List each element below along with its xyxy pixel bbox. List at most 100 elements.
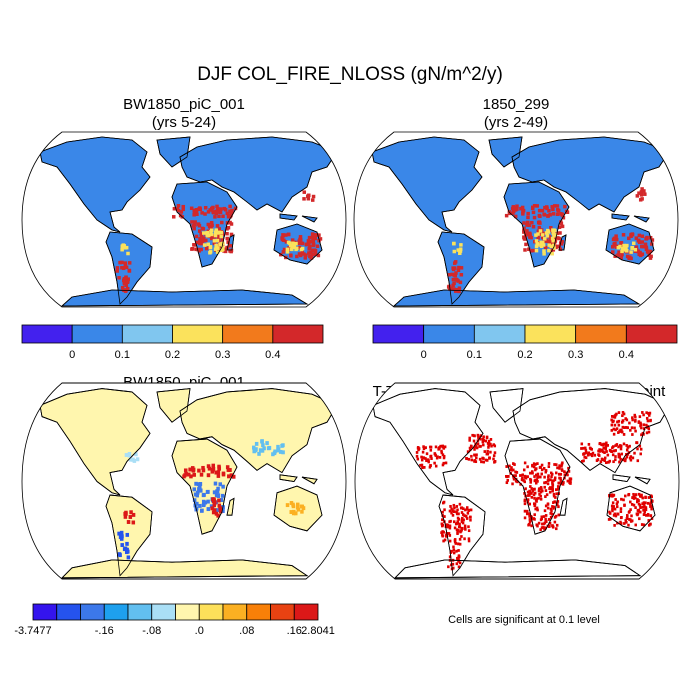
map-border (354, 382, 680, 580)
map-cell (646, 250, 651, 254)
map-cell (176, 208, 181, 213)
map-cell (457, 289, 461, 294)
significant-cell (533, 487, 536, 491)
map-cell (225, 211, 230, 216)
significant-cell (546, 482, 550, 486)
map-cell (451, 277, 456, 282)
significant-cell (558, 466, 561, 470)
map-cell (289, 254, 293, 258)
map-cell (295, 502, 300, 507)
map-cell (199, 472, 204, 477)
significant-cell (443, 538, 447, 542)
significant-cell (454, 542, 458, 545)
map-cell (630, 246, 634, 250)
significant-cell (446, 523, 450, 527)
map-cell (554, 245, 558, 250)
map-cell (115, 266, 120, 270)
significant-cell (523, 498, 527, 502)
significant-cell (533, 475, 536, 478)
map-cell (313, 236, 318, 240)
map-cell (521, 212, 525, 216)
colorbar-box (222, 324, 274, 344)
significant-cell (555, 463, 558, 467)
significant-cell (550, 475, 553, 479)
significant-cell (623, 522, 626, 525)
significant-cell (603, 459, 606, 463)
map-cell (181, 207, 185, 212)
map-cell (630, 232, 635, 237)
significant-cell (631, 496, 634, 500)
map-cell (210, 223, 214, 228)
map-cell (558, 247, 563, 252)
map-cell (216, 470, 221, 475)
significant-cell (604, 445, 608, 449)
map-cell (310, 248, 315, 252)
map-cell (181, 204, 186, 209)
map-cell (614, 234, 618, 238)
map-cell (278, 449, 283, 454)
map-cell (547, 209, 551, 213)
panel-note: Cells are significant at 0.1 level (448, 614, 600, 626)
significant-cell (642, 513, 646, 517)
significant-cell (475, 456, 478, 460)
significant-cell (616, 512, 620, 516)
significant-cell (536, 472, 540, 476)
significant-cell (559, 476, 562, 480)
map-cell (647, 253, 651, 257)
map-cell (311, 243, 316, 248)
significant-cell (468, 436, 471, 440)
map-border (353, 131, 679, 308)
map-cell (192, 498, 197, 503)
significant-cell (461, 516, 464, 520)
map-cell (280, 443, 284, 448)
colorbar-box (71, 324, 123, 344)
map-cell (201, 227, 206, 231)
significant-cell (444, 461, 448, 465)
map-cell (457, 286, 462, 290)
significant-cell (590, 447, 593, 451)
map-cell (206, 507, 211, 512)
map-cell (280, 237, 285, 242)
map-cell (221, 214, 225, 219)
significant-cell (505, 481, 509, 485)
map-cell (125, 541, 129, 546)
map-cell (524, 233, 528, 237)
map-cell (121, 266, 126, 271)
significant-cell (539, 475, 542, 479)
map-cell (299, 247, 304, 252)
colorbar-label: 0.4 (265, 349, 280, 361)
significant-cell (467, 539, 471, 543)
significant-cell (539, 528, 542, 532)
map-cell (299, 504, 304, 509)
map-cell (126, 555, 131, 560)
map-cell (452, 281, 456, 286)
significant-cell (614, 428, 617, 432)
map-cell (119, 530, 124, 535)
map-cell (115, 269, 119, 273)
map-cell (122, 244, 127, 248)
colorbar-label: 0.2 (517, 349, 532, 361)
significant-cell (626, 426, 629, 430)
map-content (39, 388, 338, 579)
significant-cell (453, 540, 457, 544)
significant-cell (507, 474, 510, 478)
map-cell (271, 452, 275, 457)
significant-cell (537, 489, 541, 493)
map-cell (301, 506, 306, 511)
map-cell (291, 502, 295, 507)
significant-cell (536, 476, 539, 479)
significant-cell (613, 507, 617, 511)
colorbar-box (21, 324, 73, 344)
significant-cell (585, 451, 588, 454)
significant-cell (525, 512, 529, 516)
significant-cell (543, 475, 546, 479)
map-cell (199, 233, 204, 238)
significant-cell (528, 502, 532, 506)
significant-cell (547, 525, 551, 528)
significant-cell (619, 520, 622, 524)
map-cell (120, 245, 125, 249)
map-cell (218, 506, 222, 511)
significant-cell (510, 466, 513, 469)
significant-cell (544, 495, 547, 499)
significant-cell (469, 448, 472, 452)
